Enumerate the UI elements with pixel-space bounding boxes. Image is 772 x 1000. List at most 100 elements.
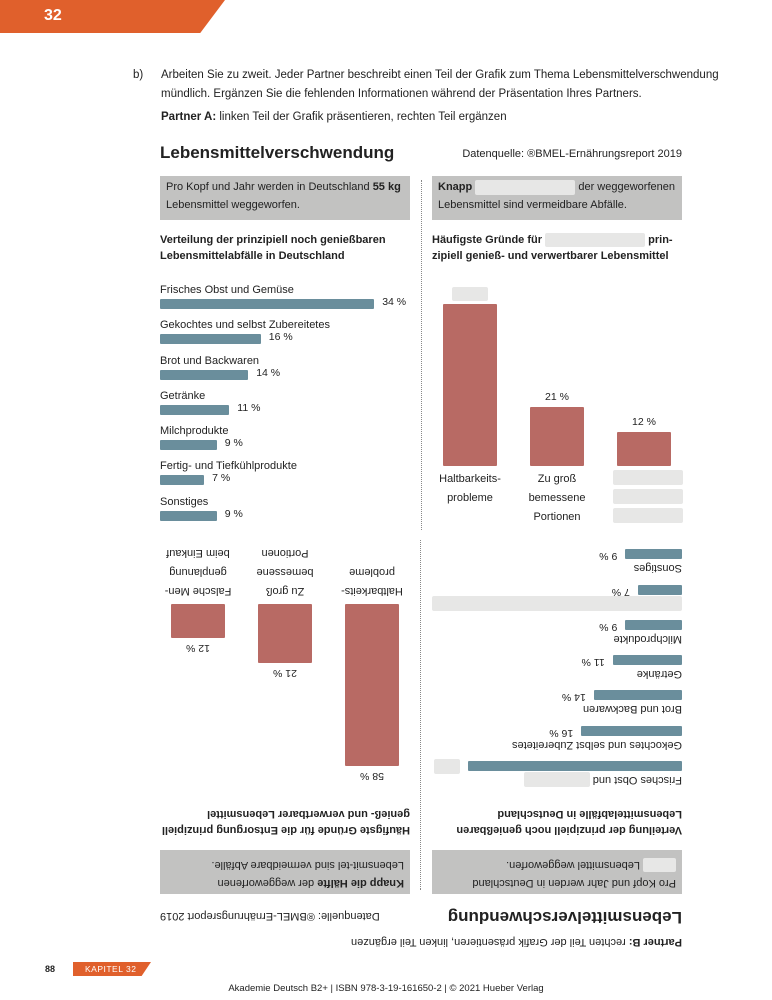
fact-text: Lebensmittel weggeworfen. xyxy=(166,199,300,211)
fact-value: 55 kg xyxy=(372,181,401,193)
divider xyxy=(420,540,421,890)
partner-a-infographic: Lebensmittelverschwendung Datenquelle: ®… xyxy=(160,140,683,535)
category-label-text: Gekochtes und selbst Zubereitetes xyxy=(160,319,330,332)
bar-value: 9 % xyxy=(224,437,243,450)
bar xyxy=(160,440,217,451)
partner-b-text: rechten Teil der Grafik präsentieren, li… xyxy=(351,936,629,948)
fill-in-blank[interactable] xyxy=(523,772,590,788)
bar-value: 7 % xyxy=(212,472,231,485)
fill-in-blank[interactable] xyxy=(433,759,460,774)
task-text: Arbeiten Sie zu zweit. Jeder Partner bes… xyxy=(161,69,719,100)
partner-b-instruction: Partner B: rechten Teil der Grafik präse… xyxy=(351,936,682,948)
fill-in-blank[interactable] xyxy=(643,857,676,872)
fact-text: Pro Kopf und Jahr werden in Deutschland xyxy=(166,181,373,193)
category-label: Milchprodukte xyxy=(430,631,682,647)
bar xyxy=(258,604,312,663)
bar-value: 9 % xyxy=(224,507,243,520)
fact-text: Pro Kopf und Jahr werden in Deutschland xyxy=(472,877,676,889)
bar xyxy=(617,432,671,466)
list-item: Frisches Obst und xyxy=(430,753,682,788)
partner-a-instruction: Partner A: linken Teil der Grafik präsen… xyxy=(161,108,748,127)
infographic-title: Lebensmittelverschwendung xyxy=(447,908,682,927)
bar-category-label: beim Einkauf xyxy=(166,547,230,559)
bars-title-text: Häufigste Gründe für xyxy=(432,234,543,246)
category-label-text: Sonstiges xyxy=(160,495,209,508)
category-label: Gekochtes und selbst Zubereitetes xyxy=(430,737,682,753)
bar-category-label: Haltbarkeits- xyxy=(341,585,403,597)
category-label-text: Brot und Backwaren xyxy=(582,703,682,716)
list-item: Milchprodukte 9 % xyxy=(160,423,412,458)
category-label: Milchprodukte xyxy=(160,423,412,439)
page-number: 88 xyxy=(45,964,56,974)
bar xyxy=(160,334,261,345)
list-item: Getränke 11 % xyxy=(160,388,412,423)
fill-in-blank[interactable] xyxy=(613,508,683,523)
bar-category-label: bemessene xyxy=(256,566,314,578)
bar xyxy=(160,369,249,380)
list-item: Fertig- und Tiefkühlprodukte 7 % xyxy=(160,458,412,493)
bar-value: 16 % xyxy=(268,331,293,344)
bar xyxy=(160,404,230,415)
category-label xyxy=(430,595,682,612)
bar xyxy=(593,690,682,701)
bar xyxy=(467,761,682,771)
category-label: Brot und Backwaren xyxy=(160,353,412,369)
category-label-text: Frisches Obst und Gemüse xyxy=(160,284,294,296)
category-label: Fertig- und Tiefkühlprodukte xyxy=(160,458,412,474)
bar xyxy=(625,619,682,630)
bar-value: 21 % xyxy=(545,391,569,404)
bar-value: 11 % xyxy=(581,656,605,669)
list-item: Gekochtes und selbst Zubereitetes 16 % xyxy=(430,717,682,752)
bar-value: 16 % xyxy=(549,726,574,739)
reasons-chart: Haltbarkeits-probleme 21 % Zu groß bemessen… xyxy=(432,140,683,535)
fill-in-blank[interactable] xyxy=(545,233,646,248)
bar xyxy=(160,299,375,309)
fact-box-avoidable: Knapp der weggeworfenen Lebensmittel sin… xyxy=(432,176,682,220)
bar-category-label: Falsche Men- xyxy=(164,585,232,597)
category-label: Sonstiges xyxy=(430,560,682,576)
list-item: Milchprodukte 9 % xyxy=(430,612,682,647)
bar xyxy=(443,303,497,466)
fill-in-blank[interactable] xyxy=(432,595,682,611)
fill-in-blank[interactable] xyxy=(452,286,488,301)
fill-in-blank[interactable] xyxy=(475,179,576,195)
bar-value: 58 % xyxy=(360,770,384,783)
bar xyxy=(160,510,217,521)
category-label-text: Milchprodukte xyxy=(160,425,229,438)
category-label: Brot und Backwaren xyxy=(430,701,682,717)
fill-in-blank[interactable] xyxy=(613,489,683,504)
partner-b-infographic: Partner B: rechten Teil der Grafik präse… xyxy=(160,535,682,948)
task-letter: b) xyxy=(133,69,144,81)
imprint: Akademie Deutsch B2+ | ISBN 978-3-19-161… xyxy=(228,983,544,994)
fill-in-blank[interactable] xyxy=(613,470,683,485)
partner-b-label: Partner B: xyxy=(628,936,682,948)
category-label-text: Fertig- und Tiefkühlprodukte xyxy=(160,460,297,473)
bar-value: 7 % xyxy=(611,585,630,598)
category-label-text: Gekochtes und selbst Zubereitetes xyxy=(512,738,682,751)
bar-category-label: Portionen xyxy=(261,547,309,559)
list-item: 7 % xyxy=(430,576,682,611)
bar xyxy=(160,475,205,486)
list-title: Verteilung der prinzipiell noch genießba… xyxy=(160,234,386,262)
list-item: Brot und Backwaren 14 % xyxy=(160,353,412,388)
chapter-number: 32 xyxy=(44,7,62,24)
bar-value: 12 % xyxy=(632,416,656,429)
data-source: Datenquelle: ®BMEL-Ernährungsreport 2019 xyxy=(462,148,682,160)
category-label: Getränke xyxy=(160,388,412,404)
fact-box-per-capita: Pro Kopf und Jahr werden in Deutschland … xyxy=(432,850,682,894)
bar xyxy=(625,549,682,560)
bar-category-label: Zu groß xyxy=(537,473,577,485)
bar-value: 14 % xyxy=(561,691,586,704)
list-item: Gekochtes und selbst Zubereitetes 16 % xyxy=(160,317,412,352)
list-item: Sonstiges 9 % xyxy=(430,541,682,576)
category-label-text: Brot und Backwaren xyxy=(160,354,260,367)
category-label-text: Milchprodukte xyxy=(613,632,682,645)
category-label: Getränke xyxy=(430,666,682,682)
partner-a-label: Partner A: xyxy=(161,111,217,123)
bar-category-label: bemessene xyxy=(528,492,586,504)
fact-text: der weggeworfenen Lebensmittel sind verm… xyxy=(438,181,675,211)
category-label: Gekochtes und selbst Zubereitetes xyxy=(160,317,412,333)
bar-category-label: probleme xyxy=(447,492,493,504)
infographic-title: Lebensmittelverschwendung xyxy=(160,143,395,162)
bar-category-label: genplanung xyxy=(169,566,227,578)
